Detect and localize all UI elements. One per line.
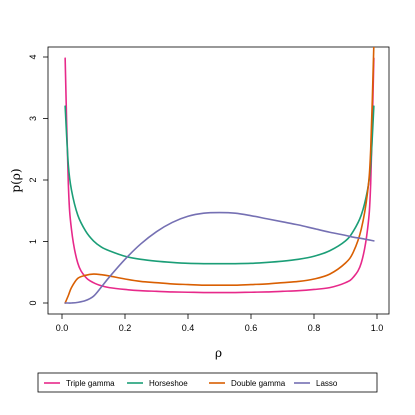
series-lines	[64, 47, 375, 304]
legend-label: Double gamma	[231, 379, 286, 388]
x-tick-label: 0.8	[308, 323, 321, 333]
x-tick-label: 1.0	[371, 323, 384, 333]
x-axis: 0.0 0.2 0.4 0.6 0.8 1.0	[56, 314, 384, 333]
y-tick-label: 3	[28, 116, 38, 121]
y-axis-label: p(ρ)	[9, 168, 23, 192]
y-tick-label: 4	[28, 54, 38, 59]
x-tick-label: 0.0	[56, 323, 69, 333]
y-axis: 0 1 2 3 4	[28, 54, 48, 306]
legend-box	[37, 372, 378, 393]
legend-label: Triple gamma	[66, 379, 115, 388]
x-axis-label: ρ	[215, 346, 222, 360]
y-tick-label: 0	[28, 300, 38, 305]
series-line-triple-gamma	[64, 57, 375, 294]
x-tick-label: 0.6	[245, 323, 258, 333]
y-tick-label: 1	[28, 239, 38, 244]
x-tick-label: 0.2	[119, 323, 132, 333]
legend-label: Lasso	[316, 379, 338, 388]
y-tick-label: 2	[28, 177, 38, 182]
legend: Triple gamma Horseshoe Double gamma Lasso	[37, 372, 378, 393]
legend-label: Horseshoe	[149, 379, 188, 388]
series-line-lasso	[64, 211, 375, 304]
series-line-double-gamma	[64, 47, 375, 304]
plot-area-frame	[47, 46, 390, 315]
x-tick-label: 0.4	[182, 323, 195, 333]
